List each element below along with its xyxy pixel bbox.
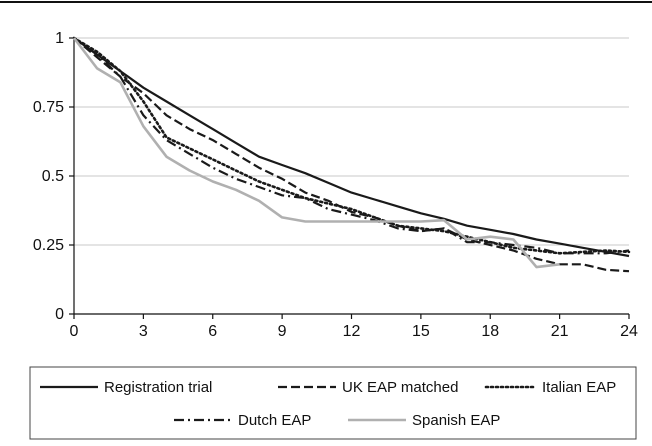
x-tick-label: 15 — [412, 323, 430, 340]
legend-label-1: UK EAP matched — [342, 379, 458, 396]
x-tick-label: 18 — [481, 323, 499, 340]
legend: Registration trial UK EAP matched Italian … — [29, 366, 637, 440]
y-tick-label: 0.5 — [42, 168, 64, 185]
legend-label-2: Italian EAP — [542, 379, 616, 396]
tick-labels: 0 0.25 0.5 0.75 1 0 3 6 9 12 15 18 21 24 — [33, 30, 638, 340]
series-line-3 — [73, 37, 630, 255]
series-line-1 — [73, 37, 630, 273]
gridlines — [74, 37, 629, 246]
y-tick-label: 0.25 — [33, 237, 64, 254]
x-tick-label: 9 — [278, 323, 287, 340]
y-tick-label: 0 — [55, 306, 64, 323]
series-lines — [72, 36, 631, 273]
x-tick-label: 24 — [620, 323, 638, 340]
y-tick-label: 1 — [55, 30, 64, 47]
legend-label-0: Registration trial — [104, 379, 212, 396]
x-tick-label: 21 — [551, 323, 569, 340]
series-line-0 — [73, 37, 630, 258]
x-tick-label: 6 — [208, 323, 217, 340]
x-tick-label: 12 — [343, 323, 361, 340]
legend-label-3: Dutch EAP — [238, 412, 311, 429]
series-line-2 — [72, 36, 631, 255]
axes — [69, 37, 630, 319]
x-tick-label: 0 — [70, 323, 79, 340]
x-tick-label: 3 — [139, 323, 148, 340]
legend-box — [29, 366, 637, 440]
series-line-4 — [72, 37, 560, 269]
y-tick-label: 0.75 — [33, 99, 64, 116]
legend-label-4: Spanish EAP — [412, 412, 500, 429]
